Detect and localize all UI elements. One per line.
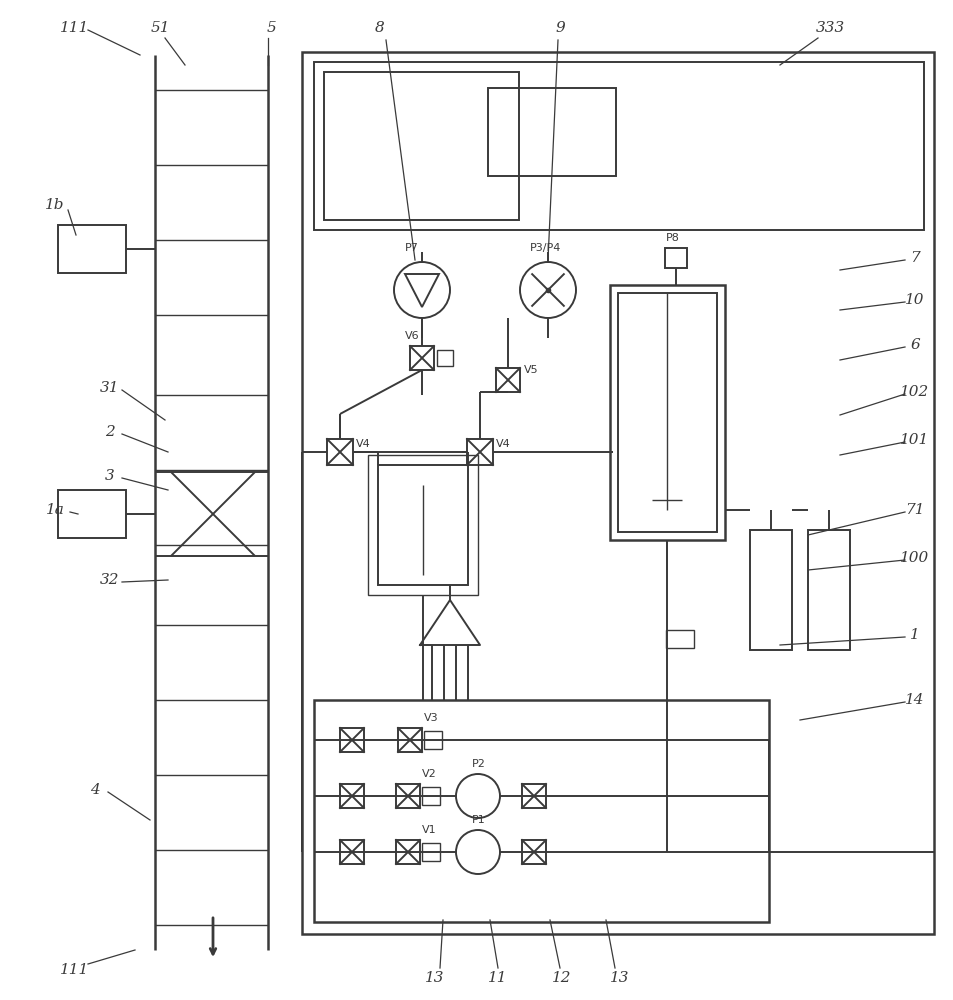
Text: V5: V5 <box>523 365 538 375</box>
Bar <box>58 490 126 538</box>
Bar <box>314 700 768 922</box>
Text: V4: V4 <box>355 439 371 449</box>
Text: 1a: 1a <box>46 503 65 517</box>
Text: 51: 51 <box>150 21 170 35</box>
Bar <box>421 843 439 861</box>
Text: 13: 13 <box>610 971 629 985</box>
Bar <box>377 465 468 585</box>
Circle shape <box>519 262 576 318</box>
Bar <box>314 62 923 230</box>
Bar <box>488 88 616 176</box>
Text: P1: P1 <box>472 815 485 825</box>
Text: 4: 4 <box>90 783 100 797</box>
Text: P7: P7 <box>405 243 418 253</box>
Bar <box>368 455 477 595</box>
Text: 111: 111 <box>60 963 90 977</box>
Polygon shape <box>405 274 438 307</box>
Text: P3/P4: P3/P4 <box>530 243 560 253</box>
Circle shape <box>456 774 499 818</box>
Text: 1b: 1b <box>45 198 65 212</box>
Text: 12: 12 <box>552 971 571 985</box>
Text: 32: 32 <box>100 573 120 587</box>
Bar <box>58 225 126 273</box>
Text: 102: 102 <box>900 385 928 399</box>
Text: 111: 111 <box>60 21 90 35</box>
Bar <box>665 630 693 648</box>
Text: 5: 5 <box>267 21 276 35</box>
Text: 6: 6 <box>909 338 919 352</box>
Text: 71: 71 <box>904 503 923 517</box>
Text: V3: V3 <box>423 713 438 723</box>
Text: 11: 11 <box>488 971 507 985</box>
Text: P2: P2 <box>472 759 485 769</box>
Text: 7: 7 <box>909 251 919 265</box>
Text: 31: 31 <box>100 381 120 395</box>
Circle shape <box>394 262 450 318</box>
Bar <box>807 530 849 650</box>
Bar <box>664 248 686 268</box>
Text: V4: V4 <box>496 439 510 449</box>
Bar <box>302 52 933 934</box>
Bar <box>618 293 717 532</box>
Text: 9: 9 <box>555 21 564 35</box>
Text: V6: V6 <box>404 331 419 341</box>
Text: 101: 101 <box>900 433 928 447</box>
Text: 13: 13 <box>425 971 444 985</box>
Text: V1: V1 <box>421 825 436 835</box>
Text: 100: 100 <box>900 551 928 565</box>
Text: 2: 2 <box>105 425 114 439</box>
Bar <box>609 285 724 540</box>
Bar <box>324 72 518 220</box>
Text: 10: 10 <box>904 293 923 307</box>
Text: P8: P8 <box>665 233 679 243</box>
Bar <box>749 530 791 650</box>
Text: V2: V2 <box>421 769 436 779</box>
Circle shape <box>456 830 499 874</box>
Text: 333: 333 <box>815 21 843 35</box>
Text: 8: 8 <box>375 21 384 35</box>
Bar <box>423 731 441 749</box>
Text: 3: 3 <box>105 469 114 483</box>
Bar <box>421 787 439 805</box>
Text: 14: 14 <box>904 693 923 707</box>
Text: 1: 1 <box>909 628 919 642</box>
Bar <box>436 350 453 366</box>
